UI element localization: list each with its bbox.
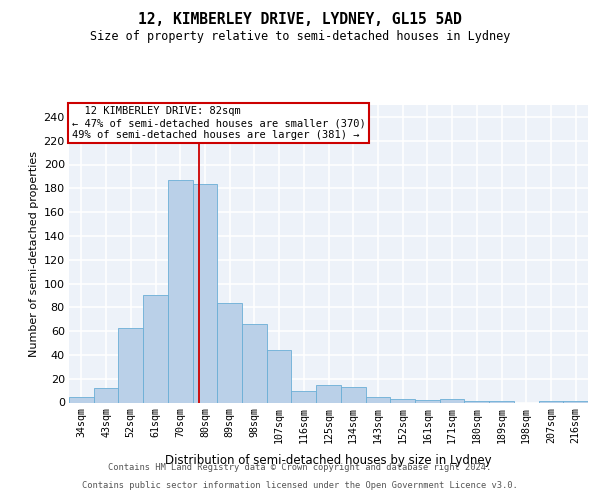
X-axis label: Distribution of semi-detached houses by size in Lydney: Distribution of semi-detached houses by … bbox=[165, 454, 492, 468]
Bar bbox=[390, 399, 415, 402]
Bar bbox=[69, 396, 94, 402]
Bar bbox=[94, 388, 118, 402]
Bar bbox=[292, 390, 316, 402]
Text: 12, KIMBERLEY DRIVE, LYDNEY, GL15 5AD: 12, KIMBERLEY DRIVE, LYDNEY, GL15 5AD bbox=[138, 12, 462, 28]
Text: 12 KIMBERLEY DRIVE: 82sqm
← 47% of semi-detached houses are smaller (370)
49% of: 12 KIMBERLEY DRIVE: 82sqm ← 47% of semi-… bbox=[71, 106, 365, 140]
Bar bbox=[193, 184, 217, 402]
Bar bbox=[316, 384, 341, 402]
Bar bbox=[365, 396, 390, 402]
Bar bbox=[415, 400, 440, 402]
Bar bbox=[118, 328, 143, 402]
Text: Size of property relative to semi-detached houses in Lydney: Size of property relative to semi-detach… bbox=[90, 30, 510, 43]
Text: Contains public sector information licensed under the Open Government Licence v3: Contains public sector information licen… bbox=[82, 481, 518, 490]
Bar bbox=[267, 350, 292, 403]
Y-axis label: Number of semi-detached properties: Number of semi-detached properties bbox=[29, 151, 40, 357]
Bar bbox=[242, 324, 267, 402]
Bar bbox=[168, 180, 193, 402]
Bar bbox=[440, 399, 464, 402]
Bar bbox=[143, 296, 168, 403]
Text: Contains HM Land Registry data © Crown copyright and database right 2024.: Contains HM Land Registry data © Crown c… bbox=[109, 464, 491, 472]
Bar bbox=[217, 302, 242, 402]
Bar bbox=[341, 387, 365, 402]
